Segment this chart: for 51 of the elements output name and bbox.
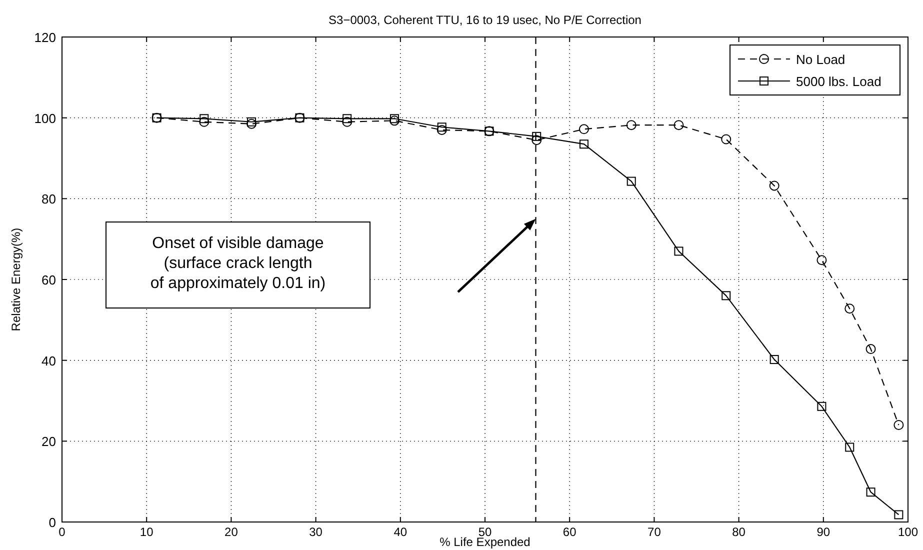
legend-label: No Load [796,52,846,67]
point [894,510,904,520]
point [342,116,352,127]
point [247,117,256,126]
point [816,255,827,266]
point [866,488,876,497]
y-tick-label: 40 [42,353,56,368]
point [674,246,684,256]
x-tick-label: 0 [58,525,66,539]
point [626,176,636,186]
x-tick-label: 60 [562,525,577,539]
point [674,120,684,130]
point [769,180,780,191]
annotation: Onset of visible damage (surface crack length of approximately 0.01 in) [150,235,326,292]
point [437,122,446,132]
y-tick-label: 60 [42,272,56,288]
y-tick-label: 80 [42,192,56,207]
point [626,120,636,130]
point [342,114,352,124]
point [844,304,855,314]
point [578,124,589,134]
x-tick-label: 90 [816,525,830,539]
point [390,114,399,124]
point [845,442,854,452]
point [722,291,731,300]
point [894,420,904,430]
x-tick-label: 100 [898,525,918,539]
point [246,118,257,129]
point [436,124,447,135]
chart-title: S3−0003, Coherent TTU, 16 to 19 usec, No P/E Correction [328,13,642,27]
point [199,116,210,127]
x-tick-label: 70 [648,525,662,539]
y-tick-label: 20 [42,434,56,450]
y-tick-label: 100 [34,110,56,126]
point [532,135,542,146]
point [579,140,588,149]
point [866,344,876,354]
y-axis-title: Relative Energy(%) [9,228,23,332]
x-tick-label: 30 [309,525,323,539]
x-tick-label: 40 [394,525,408,539]
point [721,134,732,144]
x-tick-label: 20 [224,525,238,539]
x-tick-label: 10 [140,525,154,539]
x-tick-label: 80 [732,525,746,539]
legend-label: 5000 lbs. Load [796,74,882,89]
point [389,116,400,126]
point [817,402,826,411]
y-tick-label: 120 [34,30,56,45]
point [770,355,779,364]
point [200,114,209,124]
point [532,132,542,141]
